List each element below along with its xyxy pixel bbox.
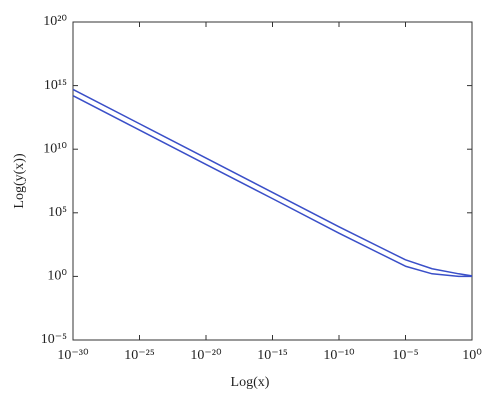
x-tick-label: 10⁻⁵ xyxy=(392,348,418,363)
x-tick-label: 10⁻²⁵ xyxy=(124,348,155,363)
line-series xyxy=(72,88,473,277)
y-tick-label: 10⁵ xyxy=(48,205,67,220)
x-tick-label: 10⁻³⁰ xyxy=(57,348,89,363)
plot-frame xyxy=(72,21,473,341)
line-series xyxy=(72,95,472,278)
x-axis-label: Log(x) xyxy=(231,375,270,390)
y-tick-label: 10²⁰ xyxy=(43,14,67,29)
y-tick-label: 10¹⁰ xyxy=(43,141,67,156)
x-tick-label: 10⁻¹⁵ xyxy=(257,348,288,363)
x-tick-label: 10⁻²⁰ xyxy=(190,348,222,363)
y-tick-label: 10⁰ xyxy=(47,269,67,284)
y-tick-label: 10⁻⁵ xyxy=(41,332,67,347)
x-tick-label: 10⁻¹⁰ xyxy=(323,348,355,363)
y-tick-label: 10¹⁵ xyxy=(44,78,67,93)
x-tick-label: 10⁰ xyxy=(462,348,482,363)
y-axis-label: Log(y(x)) xyxy=(12,153,27,209)
